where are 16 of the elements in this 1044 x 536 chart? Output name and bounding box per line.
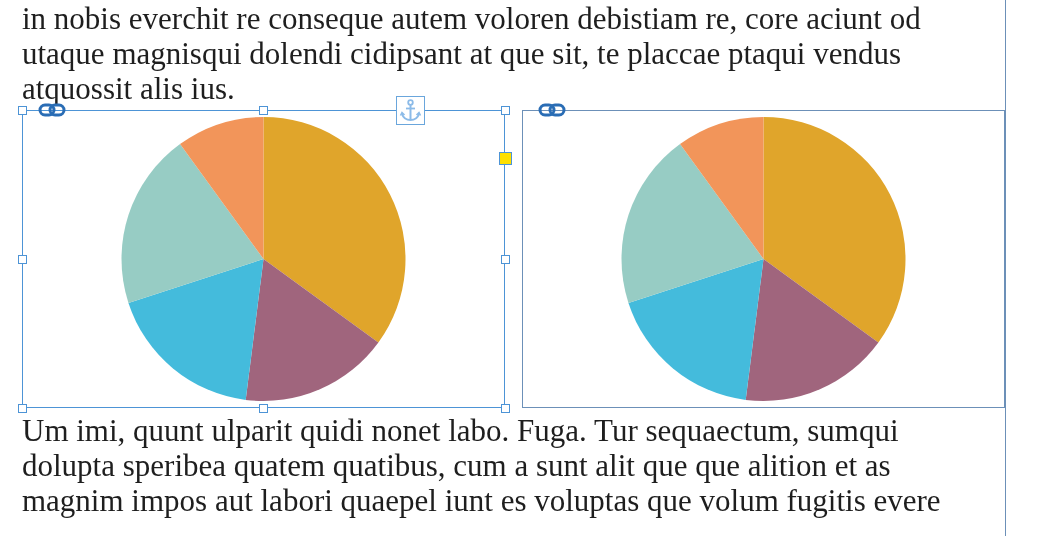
text: dolupta speribea quatem quatibus, cum a sunt alit que que alition et as	[22, 448, 891, 483]
pie-slice	[180, 117, 264, 259]
text: utaque magnisqui dolendi cidipsant at que sit, te placcae ptaqui vendus	[22, 36, 901, 71]
pie-slice	[121, 144, 264, 303]
pie-slice	[628, 259, 764, 400]
pie-slice	[745, 259, 879, 401]
text: magnim impos aut labori quaepel iunt es voluptas que volum fugitis evere	[22, 483, 941, 518]
text: atquossit alis ius.	[22, 71, 235, 106]
text: Um imi, quunt ulparit quidi nonet labo. Fuga. Tur sequaectum, sumqui	[22, 413, 899, 448]
pie-slice	[680, 117, 764, 259]
pie-slice	[245, 259, 379, 401]
pie-slice	[621, 144, 764, 303]
pie-slice	[128, 259, 264, 400]
pie-slice	[263, 117, 406, 343]
pie-slice	[763, 117, 906, 343]
text: in nobis everchit re conseque autem voloren debistiam re, core aciunt od	[22, 1, 921, 36]
